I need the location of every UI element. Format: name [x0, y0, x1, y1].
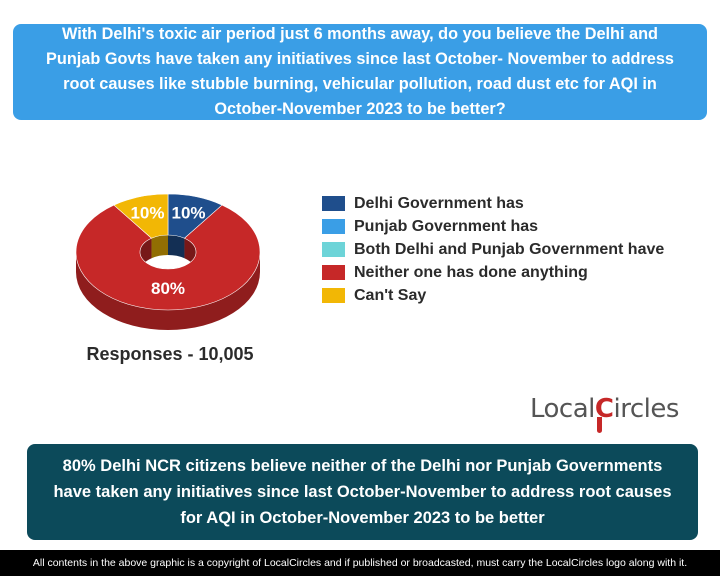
legend-label-2: Both Delhi and Punjab Government have: [354, 240, 665, 258]
slice-label-4: 10%: [130, 203, 164, 222]
question-text: With Delhi's toxic air period just 6 mon…: [46, 25, 674, 118]
slice-inner-4-1: [151, 235, 168, 259]
legend-item-3: Neither one has done anything: [322, 261, 664, 284]
slice-inner-0-0: [168, 235, 185, 259]
legend-swatch-0: [322, 196, 345, 211]
summary-banner: 80% Delhi NCR citizens believe neither o…: [27, 444, 698, 540]
slice-side-3: [76, 252, 260, 330]
legend-item-2: Both Delhi and Punjab Government have: [322, 238, 664, 261]
legend-label-3: Neither one has done anything: [354, 263, 588, 281]
legend-label-0: Delhi Government has: [354, 194, 524, 212]
legend-label-4: Can't Say: [354, 286, 427, 304]
question-banner: With Delhi's toxic air period just 6 mon…: [13, 24, 707, 120]
slice-label-0: 10%: [172, 203, 206, 222]
legend-swatch-4: [322, 288, 345, 303]
legend-item-4: Can't Say: [322, 284, 664, 307]
legend-swatch-3: [322, 265, 345, 280]
summary-text: 80% Delhi NCR citizens believe neither o…: [53, 457, 672, 527]
pie-slice-3: [75, 204, 261, 311]
logo-pin-icon: [597, 417, 602, 433]
pie-slice-4: [113, 193, 169, 239]
donut-chart: 10% 80% 10%: [75, 193, 261, 330]
legend-item-1: Punjab Government has: [322, 215, 664, 238]
logo-wordmark: LocalCircles: [530, 394, 679, 424]
responses-count: Responses - 10,005: [86, 344, 254, 364]
slice-label-3: 80%: [151, 279, 185, 298]
chart-legend: Delhi Government has Punjab Government ha…: [322, 192, 664, 307]
legend-label-1: Punjab Government has: [354, 217, 539, 235]
legend-item-0: Delhi Government has: [322, 192, 664, 215]
legend-swatch-1: [322, 219, 345, 234]
legend-swatch-2: [322, 242, 345, 257]
localcircles-logo: LocalCircles: [530, 388, 710, 440]
copyright-footer: All contents in the above graphic is a c…: [0, 550, 720, 576]
